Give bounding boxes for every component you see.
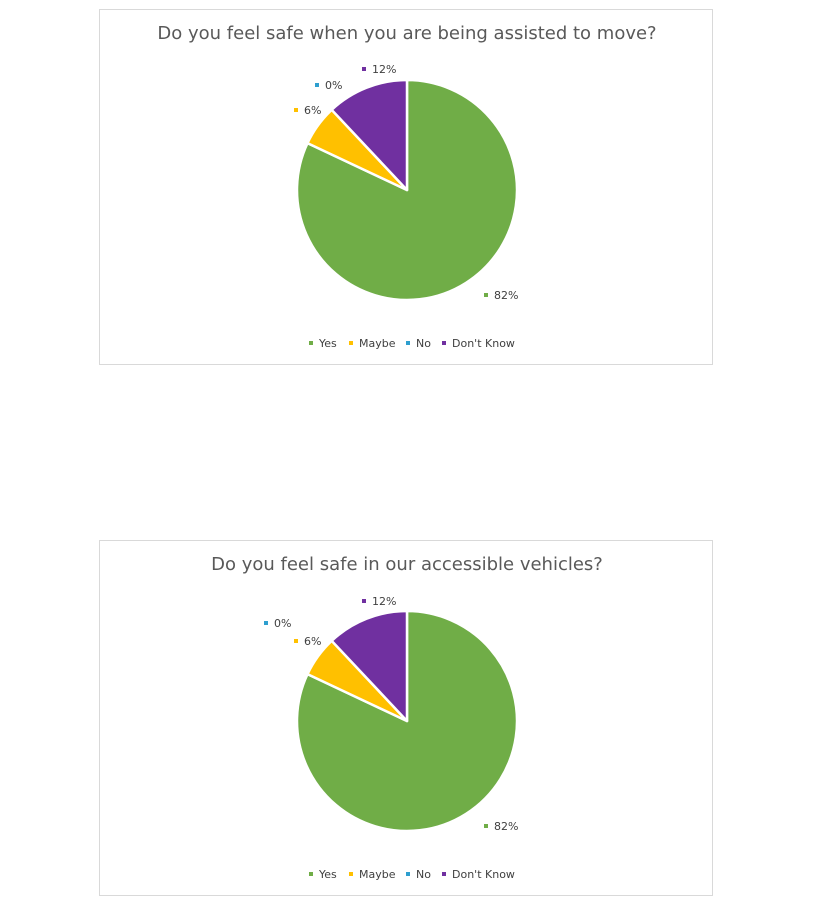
data-label-yes: 82%: [494, 820, 518, 833]
pie-chart: Do you feel safe in our accessible vehic…: [211, 554, 603, 881]
legend-swatch-don-t-know: [442, 341, 446, 345]
legend-item-don-t-know: Don't Know: [452, 868, 515, 881]
data-label-marker: [484, 824, 488, 828]
data-label-marker: [294, 639, 298, 643]
data-label-marker: [484, 293, 488, 297]
legend-swatch-no: [406, 872, 410, 876]
legend-item-maybe: Maybe: [359, 868, 396, 881]
chart-title: Do you feel safe when you are being assi…: [157, 23, 656, 44]
legend-item-no: No: [416, 868, 431, 881]
data-label-no: 0%: [325, 79, 342, 92]
data-label-marker: [264, 621, 268, 625]
legend-swatch-no: [406, 341, 410, 345]
data-label-marker: [362, 67, 366, 71]
legend-item-maybe: Maybe: [359, 337, 396, 350]
legend-item-no: No: [416, 337, 431, 350]
legend-swatch-yes: [309, 872, 313, 876]
legend-swatch-maybe: [349, 341, 353, 345]
pie-slice-don-t-know: [330, 78, 409, 192]
chart-panel-assisted-move: Do you feel safe when you are being assi…: [99, 9, 713, 365]
data-label-no: 0%: [274, 617, 291, 630]
data-label-maybe: 6%: [304, 104, 321, 117]
legend-item-yes: Yes: [318, 337, 337, 350]
pie-slice-don-t-know: [330, 609, 409, 723]
data-label-don-t-know: 12%: [372, 63, 396, 76]
legend-swatch-maybe: [349, 872, 353, 876]
data-label-maybe: 6%: [304, 635, 321, 648]
pie-chart: Do you feel safe when you are being assi…: [157, 23, 656, 350]
legend-item-yes: Yes: [318, 868, 337, 881]
data-label-don-t-know: 12%: [372, 595, 396, 608]
legend-item-don-t-know: Don't Know: [452, 337, 515, 350]
legend-swatch-don-t-know: [442, 872, 446, 876]
chart-panel-accessible-vehicles: Do you feel safe in our accessible vehic…: [99, 540, 713, 896]
legend-swatch-yes: [309, 341, 313, 345]
data-label-marker: [315, 83, 319, 87]
data-label-yes: 82%: [494, 289, 518, 302]
chart-title: Do you feel safe in our accessible vehic…: [211, 554, 603, 575]
data-label-marker: [362, 599, 366, 603]
data-label-marker: [294, 108, 298, 112]
